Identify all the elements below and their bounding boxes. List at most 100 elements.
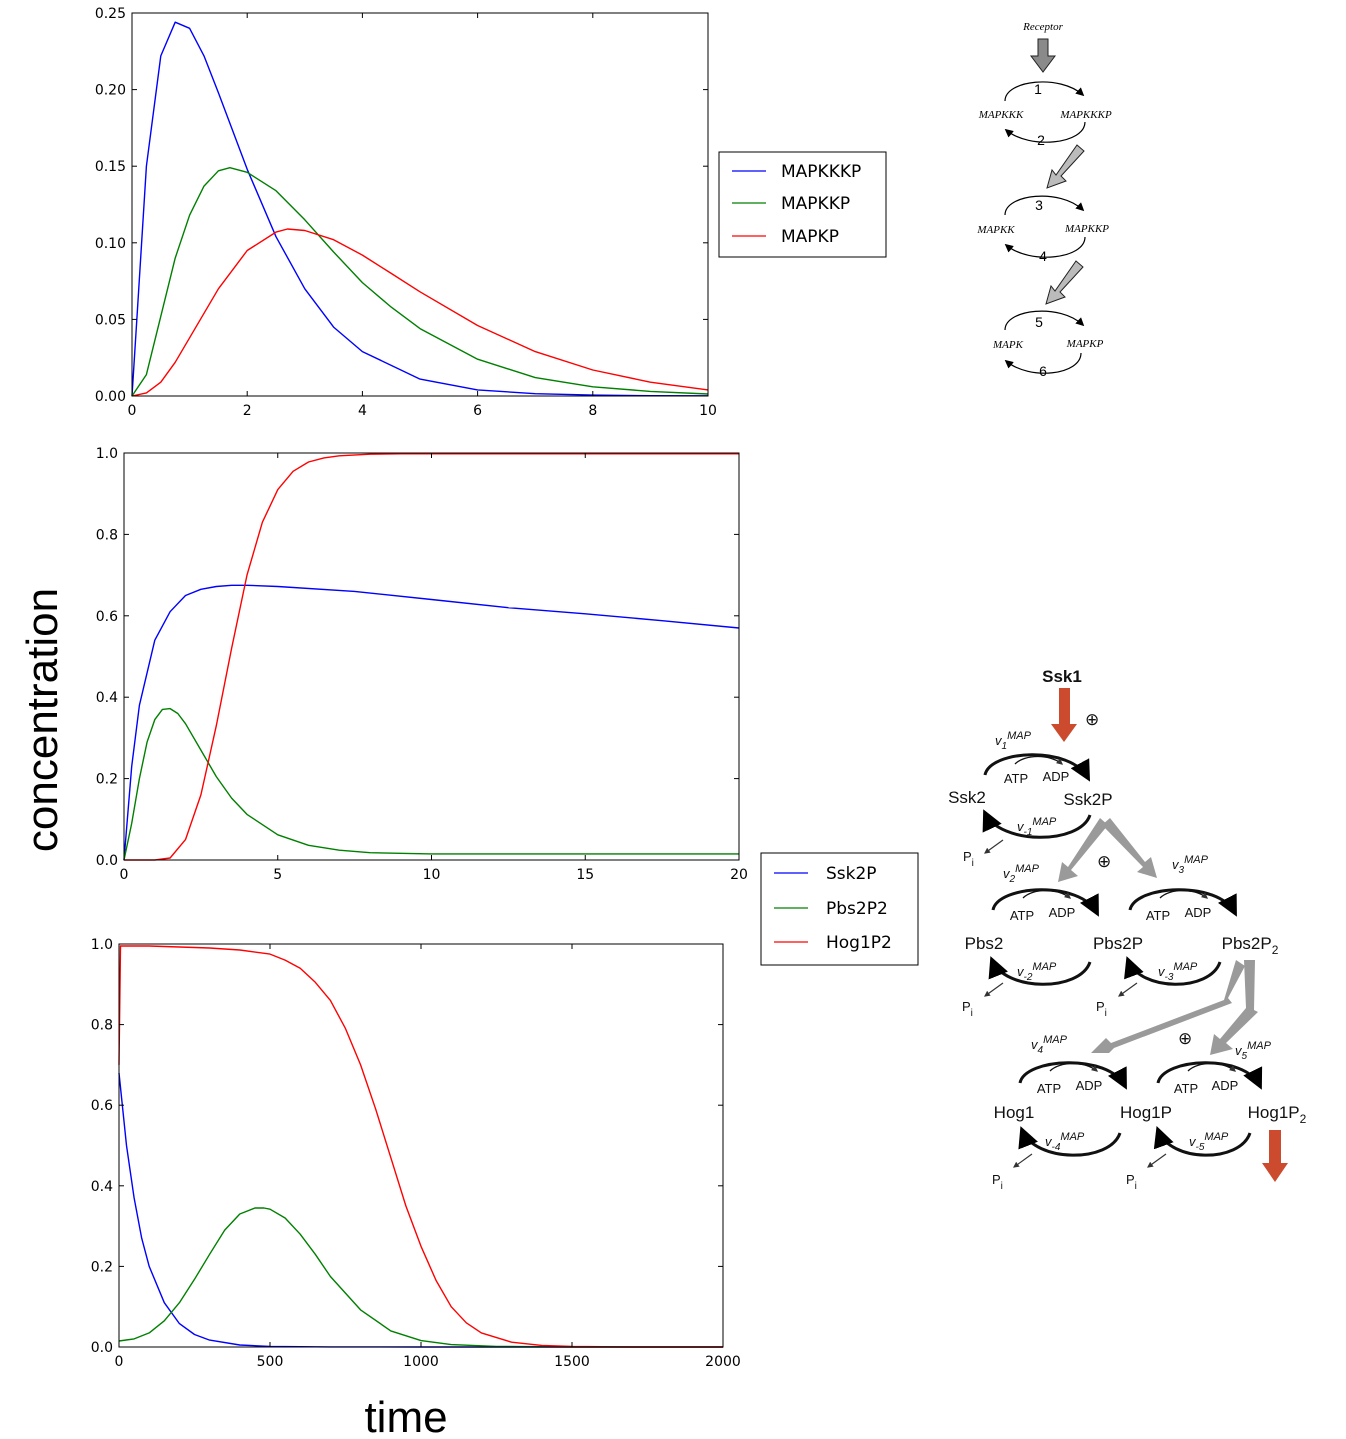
y-tick-label: 1.0 [91,937,113,953]
ssk1-arrow [1051,688,1077,742]
atp-label: ATP [1174,1081,1198,1096]
x-tick-label: 2 [243,403,252,419]
output-arrow [1262,1130,1288,1182]
y-tick-label: 1.0 [96,446,118,462]
species-label: MAPKK [976,224,1015,236]
series-line-green [118,1207,723,1348]
pi-label: Pi [1126,1172,1137,1192]
x-tick-label: 5 [273,867,282,883]
adp-label: ADP [1212,1078,1239,1093]
series-line-mapkp [131,228,709,397]
x-tick-label: 8 [588,403,597,419]
pi-label: Pi [992,1172,1003,1192]
x-axis-label: time [364,1393,447,1439]
y-tick-label: 0.0 [91,1340,113,1356]
series-line-ssk2p [123,584,740,861]
receptor-label: Receptor [1022,21,1063,33]
x-tick-label: 1000 [403,1354,439,1370]
x-tick-label: 500 [257,1354,284,1370]
node-pbs2: Pbs2 [965,934,1004,953]
rate-label: v2MAP [1003,863,1040,885]
x-tick-label: 2000 [705,1354,741,1370]
series-line-pbs2p2 [123,707,739,861]
reaction-number: 4 [1039,248,1047,264]
series-line-hog1p2 [124,453,739,861]
adp-label: ADP [1043,769,1070,784]
species-label: MAPKKP [1064,223,1109,235]
diagram-hog-pathway: Ssk1 ⊕ v1MAP ATP ADP Ssk2 Ssk2P v-1MAP P… [948,667,1307,1192]
y-tick-label: 0.0 [96,853,118,869]
x-tick-label: 0 [120,867,129,883]
chart-hog-pathway-short: 0 5 10 15 20 0.0 0.2 0.4 0.6 0.8 1.0 [96,446,748,883]
y-tick-label: 0.20 [95,83,126,99]
rate-label: v-4MAP [1045,1131,1085,1153]
pi-label: Pi [1096,999,1107,1019]
y-tick-label: 0.8 [91,1018,113,1034]
y-tick-label: 0.05 [95,312,126,328]
adp-label: ADP [1049,905,1076,920]
x-tick-label: 4 [358,403,367,419]
species-label: MAPK [992,339,1024,351]
receptor-arrow [1030,38,1056,73]
atp-label: ATP [1146,908,1170,923]
y-tick-label: 0.2 [91,1259,113,1275]
plot-frame [131,12,709,397]
node-pbs2p2: Pbs2P2 [1222,934,1279,957]
y-axis-label: concentration [18,588,67,852]
ssk1-label: Ssk1 [1042,667,1082,686]
legend-label: Ssk2P [826,864,877,884]
y-tick-label: 0.8 [96,527,118,543]
cascade-arrow [1091,960,1245,1053]
plus-icon: ⊕ [1097,852,1111,871]
legend-label: Pbs2P2 [826,899,888,919]
pi-label: Pi [963,849,974,869]
reaction-number: 3 [1035,197,1043,213]
rate-label: v-1MAP [1017,816,1057,838]
x-tick-label: 15 [576,867,594,883]
node-ssk2: Ssk2 [948,788,986,807]
node-hog1p: Hog1P [1120,1103,1172,1122]
x-tick-label: 0 [128,403,137,419]
legend-label: MAPKP [781,227,839,247]
legend-chart-1: MAPKKKP MAPKKP MAPKP [718,151,887,258]
diagram-mapk-cascade: Receptor 1 2 MAPKKK MAPKKKP 3 4 MAPKK MA… [976,21,1112,379]
chart-mapk-cascade: 0 2 4 6 8 10 0.00 0.05 0.10 0.15 0.20 0.25 [95,6,717,419]
y-tick-label: 0.6 [91,1098,113,1114]
series-line-red [118,945,723,1348]
cascade-arrow [1046,144,1085,189]
plus-icon: ⊕ [1085,710,1099,729]
x-tick-label: 10 [699,403,717,419]
y-tick-label: 0.25 [95,6,126,22]
y-tick-label: 0.6 [96,609,118,625]
node-hog1: Hog1 [994,1103,1035,1122]
rate-label: v-2MAP [1017,961,1057,983]
rate-label: v5MAP [1235,1040,1272,1062]
atp-label: ATP [1010,908,1034,923]
y-tick-label: 0.2 [96,772,118,788]
legend-label: MAPKKP [781,194,850,214]
x-tick-label: 0 [115,1354,124,1370]
plot-frame [118,943,724,1348]
x-tick-label: 1500 [554,1354,590,1370]
legend-label: Hog1P2 [826,933,892,953]
series-line-mapkkp [131,166,709,397]
rate-label: v-3MAP [1158,961,1198,983]
atp-label: ATP [1037,1081,1061,1096]
plot-frame [123,452,740,861]
rate-label: v4MAP [1031,1034,1068,1056]
chart-hog-pathway-long: 0 500 1000 1500 2000 0.0 0.2 0.4 0.6 0.8 1.0 [91,937,741,1370]
y-tick-label: 0.15 [95,159,126,175]
reaction-number: 1 [1034,81,1042,97]
atp-label: ATP [1004,771,1028,786]
y-tick-label: 0.4 [91,1179,113,1195]
reaction-number: 2 [1037,132,1045,148]
species-label: MAPKP [1066,338,1104,350]
rate-label: v1MAP [995,730,1032,752]
y-tick-label: 0.00 [95,389,126,405]
y-tick-label: 0.10 [95,236,126,252]
series-line-blue [118,1072,723,1348]
node-pbs2p: Pbs2P [1093,934,1143,953]
cascade-arrow [1045,260,1084,305]
plus-icon: ⊕ [1178,1029,1192,1048]
